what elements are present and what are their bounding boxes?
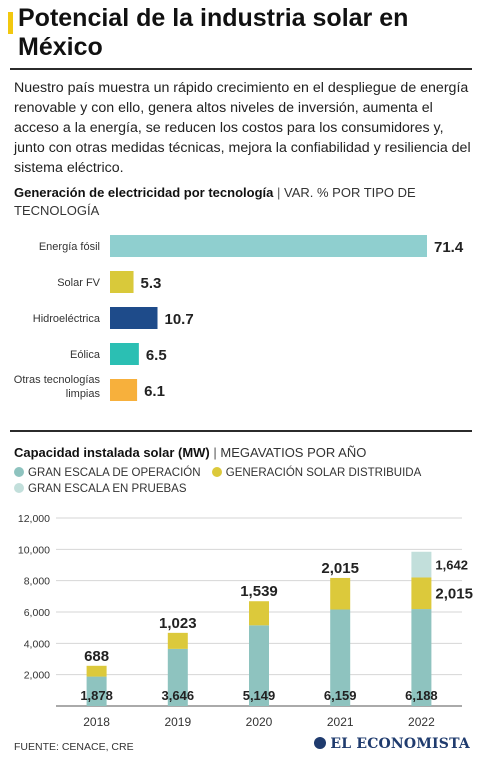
stacked-bar-segment bbox=[411, 577, 432, 610]
x-tick-label: 2019 bbox=[164, 715, 191, 729]
y-tick-label: 6,000 bbox=[24, 607, 50, 619]
capacity-legend: GRAN ESCALA DE OPERACIÓN GENERACIÓN SOLA… bbox=[14, 465, 429, 497]
bar-category-label: Solar FV bbox=[57, 277, 100, 289]
stacked-bar-segment bbox=[330, 609, 351, 706]
x-tick-label: 2018 bbox=[83, 715, 110, 729]
legend-swatch-testing bbox=[14, 483, 24, 493]
stacked-bar-segment bbox=[249, 601, 269, 626]
bar-value-label: 1,642 bbox=[435, 558, 468, 573]
x-tick-label: 2020 bbox=[246, 715, 273, 729]
bar-category-label: Energía fósil bbox=[39, 241, 100, 253]
y-tick-label: 8,000 bbox=[24, 576, 50, 588]
bar-value-label: 10.7 bbox=[165, 311, 194, 328]
y-tick-label: 12,000 bbox=[18, 513, 50, 525]
bar-value-label: 2,015 bbox=[321, 560, 359, 577]
legend-swatch-distributed bbox=[211, 467, 222, 477]
legend-item-distributed: GENERACIÓN SOLAR DISTRIBUIDA bbox=[211, 465, 422, 481]
generation-bar bbox=[110, 235, 427, 257]
bar-category-label: Hidroeléctrica bbox=[33, 313, 101, 325]
bar-value-label: 688 bbox=[84, 648, 109, 665]
bar-value-label: 3,646 bbox=[162, 688, 195, 703]
intro-paragraph: Nuestro país muestra un rápido crecimien… bbox=[14, 80, 471, 176]
legend-swatch-operation bbox=[14, 467, 24, 477]
generation-bar bbox=[110, 343, 139, 365]
capacity-chart-title: Capacidad instalada solar (MW) | MEGAVAT… bbox=[14, 444, 474, 462]
capacity-stacked-bar-chart: 12,000 10,000 8,000 6,000 4,000 2,000 1,878 688… bbox=[18, 513, 473, 729]
bar-value-label: 1,023 bbox=[159, 615, 197, 632]
generation-chart-subtitle: VAR. % POR TIPO DE TECNOLOGÍA bbox=[14, 185, 416, 218]
stacked-bar-segment bbox=[167, 648, 188, 706]
bar-value-label: 6.1 bbox=[144, 383, 165, 400]
title-accent-bar bbox=[8, 12, 13, 34]
source-note: FUENTE: CENACE, CRE bbox=[14, 741, 134, 753]
generation-chart-title: Generación de electricidad por tecnologí… bbox=[14, 184, 474, 220]
stacked-bar-segment bbox=[330, 577, 351, 610]
section-divider bbox=[10, 430, 472, 432]
y-tick-label: 10,000 bbox=[18, 544, 50, 556]
y-tick-label: 2,000 bbox=[24, 670, 50, 682]
generation-bar bbox=[110, 379, 138, 401]
brand-name: EL ECONOMISTA bbox=[330, 736, 470, 752]
legend-label-distributed: GENERACIÓN SOLAR DISTRIBUIDA bbox=[225, 467, 422, 479]
bar-category-label: Otras tecnologías limpias bbox=[14, 374, 101, 400]
generation-bar bbox=[110, 307, 158, 329]
capacity-chart-subtitle: MEGAVATIOS POR AÑO bbox=[220, 445, 367, 460]
generation-bar-chart: Energía fósil 71.4 Solar FV 5.3 Hidroeléctri… bbox=[14, 235, 464, 401]
bar-value-label: 1,878 bbox=[80, 688, 113, 703]
bar-value-label: 2,015 bbox=[435, 585, 473, 602]
generation-chart-title-bold: Generación de electricidad por tecnologí… bbox=[14, 185, 274, 200]
legend-label-operation: GRAN ESCALA DE OPERACIÓN bbox=[28, 467, 201, 479]
bar-value-label: 6,188 bbox=[405, 688, 438, 703]
bar-value-label: 71.4 bbox=[434, 239, 464, 256]
x-tick-label: 2022 bbox=[408, 715, 435, 729]
brand-logo: EL ECONOMISTA bbox=[314, 736, 470, 752]
bar-value-label: 5,149 bbox=[243, 688, 276, 703]
bar-category-label: Eólica bbox=[70, 349, 101, 361]
bar-value-label: 5.3 bbox=[141, 275, 162, 292]
stacked-bar-segment bbox=[249, 625, 269, 706]
bar-value-label: 6,159 bbox=[324, 688, 357, 703]
page-title: Potencial de la industria solar en Méxic… bbox=[18, 4, 409, 61]
legend-item-testing: GRAN ESCALA EN PRUEBAS bbox=[14, 481, 187, 497]
stacked-bar-segment bbox=[86, 676, 107, 706]
capacity-title-separator: | bbox=[213, 445, 217, 460]
bar-value-label: 6.5 bbox=[146, 347, 167, 364]
stacked-bar-segment bbox=[86, 665, 107, 677]
stacked-bar-segment bbox=[411, 609, 432, 706]
y-tick-label: 4,000 bbox=[24, 638, 50, 650]
generation-title-separator: | bbox=[276, 185, 281, 200]
legend-label-testing: GRAN ESCALA EN PRUEBAS bbox=[28, 483, 187, 495]
stacked-bar-segment bbox=[167, 632, 188, 649]
capacity-chart-title-bold: Capacidad instalada solar (MW) bbox=[14, 445, 210, 460]
x-tick-label: 2021 bbox=[327, 715, 354, 729]
title-divider bbox=[10, 68, 472, 70]
brand-logo-icon bbox=[314, 737, 327, 749]
generation-bar bbox=[110, 271, 134, 293]
bar-value-label: 1,539 bbox=[240, 583, 278, 600]
legend-item-operation: GRAN ESCALA DE OPERACIÓN bbox=[14, 465, 201, 481]
stacked-bar-segment bbox=[411, 551, 432, 578]
